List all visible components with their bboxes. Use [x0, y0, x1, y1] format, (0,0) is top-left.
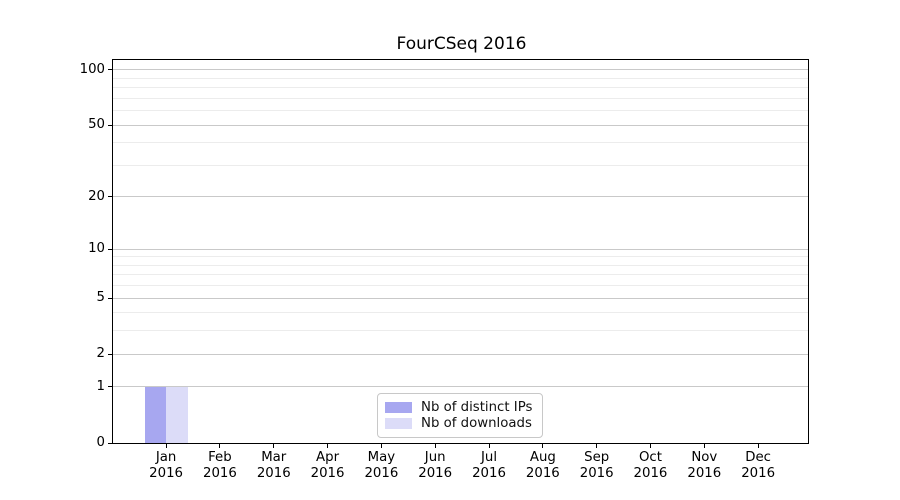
y-axis-tick-label: 20	[88, 188, 105, 204]
minor-gridline	[113, 264, 808, 266]
minor-gridline	[113, 330, 808, 332]
major-gridline	[113, 196, 808, 198]
x-axis-tick	[596, 444, 598, 448]
minor-gridline	[113, 164, 808, 166]
x-tick-year: 2016	[202, 466, 237, 481]
x-axis-tick	[757, 444, 759, 448]
y-axis-tick	[108, 248, 112, 250]
bar-downloads	[166, 386, 188, 443]
x-tick-year: 2016	[579, 466, 614, 481]
x-axis-tick-label: Apr 2016	[298, 450, 358, 482]
x-axis-tick	[273, 444, 275, 448]
y-axis-tick	[108, 386, 112, 388]
minor-gridline	[113, 110, 808, 112]
x-axis-tick-label: Oct 2016	[620, 450, 680, 482]
minor-gridline	[113, 256, 808, 258]
legend-label-downloads: Nb of downloads	[421, 416, 532, 432]
x-tick-month: Jun	[424, 450, 446, 465]
x-tick-year: 2016	[310, 466, 345, 481]
x-tick-month: Aug	[529, 450, 556, 465]
minor-gridline	[113, 97, 808, 99]
x-axis-tick	[703, 444, 705, 448]
major-gridline	[113, 386, 808, 388]
x-tick-month: Nov	[691, 450, 718, 465]
x-axis-tick-label: Dec 2016	[728, 450, 788, 482]
x-tick-month: Dec	[745, 450, 771, 465]
x-tick-month: Jul	[480, 450, 498, 465]
y-axis-tick-label: 5	[96, 290, 105, 306]
x-tick-month: Feb	[208, 450, 232, 465]
x-axis-tick-label: Jul 2016	[459, 450, 519, 482]
minor-gridline	[113, 312, 808, 314]
x-axis-tick	[165, 444, 167, 448]
y-axis-tick-label: 2	[96, 346, 105, 362]
x-tick-month: Sep	[584, 450, 610, 465]
x-tick-year: 2016	[149, 466, 184, 481]
x-axis-tick-label: Nov 2016	[674, 450, 734, 482]
x-axis-tick	[327, 444, 329, 448]
minor-gridline	[113, 87, 808, 89]
y-axis-tick	[108, 196, 112, 198]
legend-label-distinct-ips: Nb of distinct IPs	[421, 399, 533, 415]
minor-gridline	[113, 77, 808, 79]
y-axis-tick-label: 100	[79, 61, 105, 77]
minor-gridline	[113, 274, 808, 276]
legend-item-distinct-ips: Nb of distinct IPs	[385, 399, 534, 416]
y-axis-tick-label: 50	[88, 117, 105, 133]
y-axis-tick	[108, 69, 112, 71]
x-axis-tick-label: Sep 2016	[567, 450, 627, 482]
major-gridline	[113, 69, 808, 71]
y-axis-tick-label: 10	[88, 241, 105, 257]
x-axis-tick-label: Jun 2016	[405, 450, 465, 482]
y-axis-tick	[108, 297, 112, 299]
major-gridline	[113, 248, 808, 250]
plot-area	[112, 59, 809, 444]
x-axis-tick-label: May 2016	[351, 450, 411, 482]
x-tick-year: 2016	[364, 466, 399, 481]
x-axis-tick	[649, 444, 651, 448]
major-gridline	[113, 353, 808, 355]
x-tick-year: 2016	[418, 466, 453, 481]
x-axis-tick	[380, 444, 382, 448]
legend-swatch-distinct-ips	[385, 401, 412, 413]
y-axis-tick-label: 1	[96, 378, 105, 394]
x-axis-tick-label: Feb 2016	[190, 450, 250, 482]
minor-gridline	[113, 142, 808, 144]
x-axis-tick-label: Mar 2016	[244, 450, 304, 482]
x-tick-year: 2016	[472, 466, 506, 481]
major-gridline	[113, 124, 808, 126]
legend-item-downloads: Nb of downloads	[385, 416, 534, 433]
minor-gridline	[113, 285, 808, 287]
legend-swatch-downloads	[385, 418, 412, 430]
bar-distinct-ips	[144, 386, 167, 443]
x-axis-tick	[542, 444, 544, 448]
x-tick-month: Mar	[261, 450, 287, 465]
chart-title: FourCSeq 2016	[396, 34, 527, 54]
x-axis-tick	[219, 444, 221, 448]
x-tick-year: 2016	[525, 466, 560, 481]
x-tick-year: 2016	[741, 466, 776, 481]
x-tick-month: Oct	[638, 450, 662, 465]
x-axis-tick	[434, 444, 436, 448]
y-axis-tick	[108, 353, 112, 355]
x-tick-month: Jan	[155, 450, 177, 465]
y-axis-tick-label: 0	[96, 435, 105, 450]
x-tick-month: Apr	[316, 450, 340, 465]
x-axis-tick-label: Aug 2016	[513, 450, 573, 482]
y-axis-tick	[108, 124, 112, 126]
x-tick-year: 2016	[687, 466, 722, 481]
x-tick-year: 2016	[633, 466, 668, 481]
x-axis-tick	[488, 444, 490, 448]
major-gridline	[113, 297, 808, 299]
y-axis-tick	[108, 442, 112, 444]
x-tick-year: 2016	[256, 466, 291, 481]
legend: Nb of distinct IPs Nb of downloads	[377, 393, 543, 438]
x-tick-month: May	[367, 450, 396, 465]
x-axis-tick-label: Jan 2016	[136, 450, 196, 482]
